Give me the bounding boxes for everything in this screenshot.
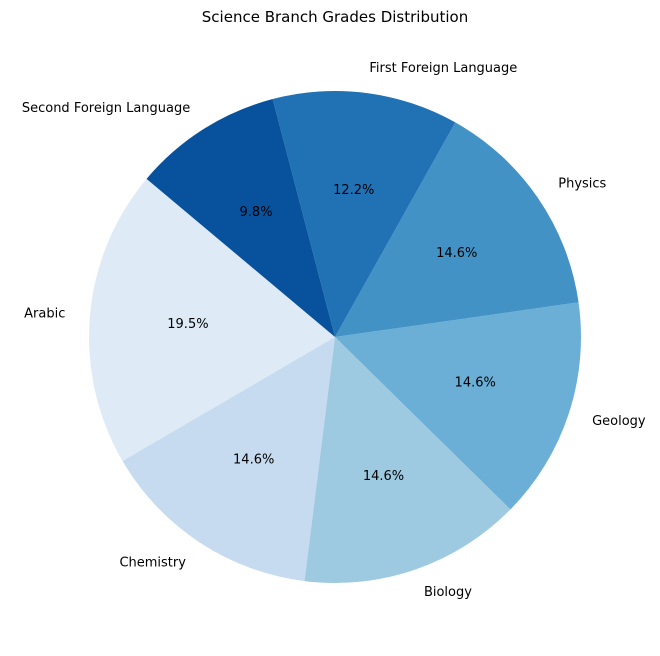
label-first-foreign-language: First Foreign Language — [369, 61, 517, 76]
pct-biology: 14.6% — [363, 469, 404, 484]
slice-chemistry — [122, 337, 336, 582]
slice-physics — [335, 122, 579, 338]
pie-labels: Arabic 19.5% Chemistry 14.6% Biology 14.6% Geo… — [22, 61, 646, 600]
pct-physics: 14.6% — [436, 246, 477, 261]
label-second-foreign-language: Second Foreign Language — [22, 101, 190, 116]
slice-second-foreign-language — [146, 99, 335, 337]
pct-second-foreign-language: 9.8% — [240, 205, 273, 220]
slice-biology — [304, 337, 511, 583]
pct-geology: 14.6% — [455, 376, 496, 391]
slice-arabic — [88, 178, 335, 462]
pie-slices — [88, 91, 581, 583]
label-arabic: Arabic — [24, 307, 65, 322]
label-physics: Physics — [558, 177, 606, 192]
slice-geology — [335, 302, 581, 510]
label-biology: Biology — [424, 585, 472, 600]
chart-title: Science Branch Grades Distribution — [202, 8, 468, 26]
pct-first-foreign-language: 12.2% — [333, 183, 374, 198]
pct-arabic: 19.5% — [167, 317, 208, 332]
pct-chemistry: 14.6% — [233, 453, 274, 468]
label-geology: Geology — [592, 414, 646, 429]
slice-first-foreign-language — [272, 91, 456, 338]
label-chemistry: Chemistry — [119, 555, 186, 570]
